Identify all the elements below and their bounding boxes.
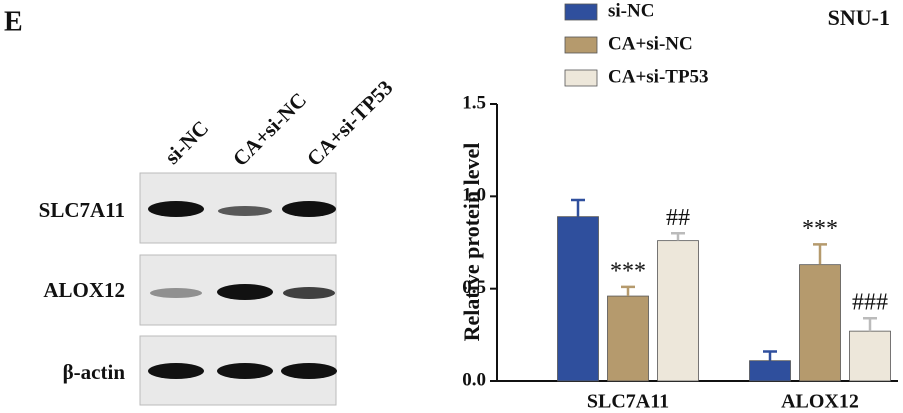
y-tick-label: 0.5 — [462, 277, 486, 298]
y-tick-label: 1.5 — [462, 92, 486, 113]
band — [148, 363, 204, 379]
bar — [749, 360, 791, 382]
significance-label: *** — [802, 216, 838, 242]
blot — [139, 172, 337, 406]
significance-label: *** — [610, 258, 646, 284]
bar — [799, 264, 841, 382]
bar — [607, 295, 649, 382]
row-label: SLC7A11 — [39, 198, 125, 222]
band — [148, 201, 204, 217]
panel-label: E — [4, 6, 23, 37]
y-tick-label: 0.0 — [462, 369, 486, 390]
row-label: β-actin — [63, 360, 126, 384]
legend-swatch — [564, 69, 598, 87]
band — [218, 206, 272, 216]
band — [150, 288, 202, 298]
x-tick-label: ALOX12 — [781, 391, 859, 413]
error-bar — [571, 198, 585, 217]
lane-label: si-NC — [160, 116, 213, 169]
legend-label: si-NC — [608, 0, 654, 21]
x-tick-label: SLC7A11 — [587, 391, 669, 413]
band — [217, 363, 273, 379]
row-label: ALOX12 — [43, 278, 125, 302]
error-bar — [621, 285, 635, 297]
significance-label: ### — [852, 290, 888, 316]
y-axis-title: Relative protein level — [459, 143, 484, 342]
band — [217, 284, 273, 300]
band — [282, 201, 336, 217]
bar — [849, 330, 891, 382]
legend-swatch — [564, 3, 598, 21]
legend-swatch — [564, 36, 598, 54]
legend-label: CA+si-TP53 — [608, 66, 709, 87]
significance-label: ## — [666, 205, 690, 231]
band — [281, 363, 337, 379]
lane-label: CA+si-NC — [228, 88, 311, 171]
bar — [557, 216, 599, 382]
error-bar — [863, 316, 877, 332]
lane-label: CA+si-TP53 — [302, 75, 398, 171]
error-bar — [671, 232, 685, 241]
chart-title: SNU-1 — [828, 5, 890, 30]
legend-label: CA+si-NC — [608, 33, 693, 54]
error-bar — [763, 350, 777, 361]
y-tick-label: 1.0 — [462, 185, 486, 206]
error-bar — [813, 243, 827, 265]
bar — [657, 240, 699, 382]
band — [283, 287, 335, 299]
